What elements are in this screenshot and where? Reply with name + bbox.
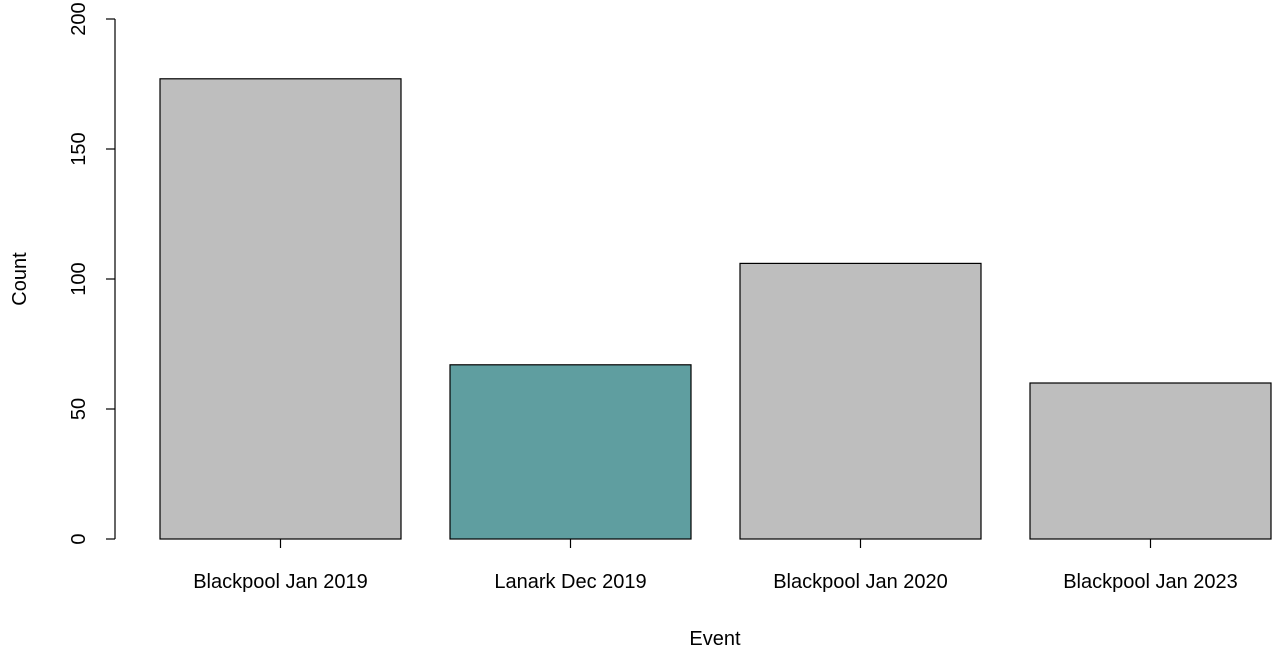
y-tick-label: 150 <box>68 132 90 165</box>
y-axis-title: Count <box>9 252 31 306</box>
bar-1 <box>449 364 692 540</box>
bars <box>159 78 1272 540</box>
y-tick-label: 100 <box>68 262 90 295</box>
x-tick-label: Blackpool Jan 2020 <box>773 571 948 593</box>
y-axis: 0 50 100 150 200 <box>68 2 116 545</box>
bar-3 <box>1029 382 1272 540</box>
y-tick-label: 200 <box>68 2 90 35</box>
y-tick-label: 0 <box>68 533 90 544</box>
y-tick-label: 50 <box>68 398 90 420</box>
x-tick-label: Blackpool Jan 2019 <box>193 571 368 593</box>
x-axis-title: Event <box>689 628 741 650</box>
bar-0 <box>159 78 402 540</box>
bar-2 <box>739 262 982 540</box>
x-tick-label: Blackpool Jan 2023 <box>1063 571 1238 593</box>
x-axis: Blackpool Jan 2019 Lanark Dec 2019 Blackpo… <box>193 539 1238 593</box>
x-tick-label: Lanark Dec 2019 <box>494 571 646 593</box>
